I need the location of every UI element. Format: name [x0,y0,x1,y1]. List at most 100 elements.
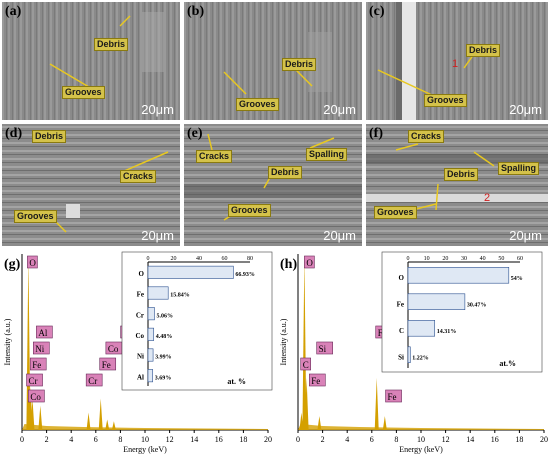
inset-tick-label: 10 [424,256,430,262]
micrograph-f-texture [366,124,548,246]
annotation-spalling: Spalling [498,162,540,175]
annotation-grooves: Grooves [228,204,271,217]
panel-label: (h) [280,257,297,272]
peak-tag-box [385,389,402,403]
x-tick-label: 14 [190,435,198,444]
annotation-cracks: Cracks [196,150,233,163]
annotation-debris: Debris [32,130,67,143]
scale-bar-label: 20μm [141,228,174,243]
peak-tag-label: Fe [388,392,397,402]
inset-bar [147,286,169,300]
inset-tick-label: 50 [498,256,504,262]
inset-value-label: 3.69% [155,375,172,381]
x-tick-label: 20 [540,435,548,444]
annotation-grooves: Grooves [14,210,57,223]
micrograph-e: (e) Cracks Spalling Debris Grooves 20μm [184,124,362,246]
inset-value-label: 5.06% [156,313,173,319]
analysis-spot-2: 2 [484,192,491,204]
inset-category-label: Si [398,354,404,362]
x-tick-label: 6 [370,435,374,444]
peak-tag-label: Co [30,392,41,402]
peak-tag-box [99,357,117,371]
peak-tag-box [32,341,50,355]
annotation-debris: Debris [282,58,317,71]
inset-category-label: Fe [397,301,404,309]
micrograph-e-texture [184,124,362,246]
panel-label: (g) [4,257,21,272]
inset-bar [407,320,436,337]
scale-bar-label: 20μm [509,102,542,117]
peak-tag-label: Fe [311,376,320,386]
spectrum-background [22,424,268,430]
inset-bar [407,266,510,284]
x-tick-label: 6 [94,435,98,444]
inset-tick-label: 40 [196,256,202,262]
inset-tick-label: 60 [222,256,228,262]
x-tick-label: 20 [264,435,272,444]
inset-bar [147,369,154,383]
inset-bar [147,307,155,321]
inset-value-label: 3.99% [155,355,172,361]
peak-tag-box [316,341,333,355]
peak-tag-label: Cr [29,376,38,386]
panel-label: (d) [5,126,23,141]
inset-unit-label: at.% [499,359,516,368]
annotation-grooves: Grooves [236,98,279,111]
inset-tick-label: 0 [407,256,410,262]
x-tick-label: 4 [69,435,73,444]
inset-tick-label: 40 [480,256,486,262]
eds-chart-g: 0 2 4 6 8 10 12 14 16 18 20 Energy (keV) Intensity (… [0,250,274,454]
peak-tag-label: Fe [102,360,111,370]
inset-category-label: Al [137,373,144,381]
inset-category-label: Co [135,332,144,340]
x-tick-label: 0 [296,435,300,444]
peak-tag-box [29,357,47,371]
micrograph-a: (a) Debris Grooves 20μm [2,2,180,120]
x-tick-label: 10 [141,435,149,444]
x-tick-label: 2 [321,435,325,444]
inset-category-label: O [139,270,145,278]
x-tick-label: 16 [215,435,223,444]
annotation-spalling: Spalling [306,148,348,161]
peak-tag-box [300,357,311,371]
spectrum-peak [38,405,43,430]
micrograph-d: (d) Debris Cracks Grooves 20μm [2,124,180,246]
x-tick-label: 16 [491,435,499,444]
micrograph-b: (b) Debris Grooves 20μm [184,2,362,120]
x-tick-label: 4 [345,435,349,444]
inset-bar [147,265,234,279]
peak-tag-box [85,373,103,387]
inset-value-label: 15.84% [170,293,190,299]
spectrum-peak [111,421,116,430]
peak-tag-label: C [303,360,309,370]
spectrum-peak [304,377,309,430]
x-tick-label: 12 [442,435,450,444]
peak-tag-box [304,255,315,269]
x-axis-label: Energy (keV) [399,445,443,454]
annotation-debris: Debris [268,166,303,179]
scale-bar-label: 20μm [141,102,174,117]
peak-tag-box [308,373,326,387]
x-tick-label: 8 [394,435,398,444]
inset-tick-label: 80 [247,256,253,262]
inset-bar [407,346,411,364]
panel-label: (f) [369,126,383,141]
spectrum-peak [98,398,103,430]
spectrum-peak [317,416,322,430]
peak-tag-label: O [306,258,313,268]
annotation-cracks: Cracks [120,170,157,183]
inset-value-label: 1.22% [412,356,429,362]
x-tick-label: 0 [20,435,24,444]
annotation-cracks: Cracks [408,130,445,143]
inset-tick-label: 60 [517,256,523,262]
annotation-debris: Debris [466,44,501,57]
peak-tag-label: Al [38,328,47,338]
spectrum-peak [29,409,34,430]
x-tick-label: 10 [417,435,425,444]
spectrum-peak [105,419,110,430]
micrograph-a-texture [2,2,180,120]
x-tick-label: 14 [466,435,474,444]
panel-label: (b) [187,4,205,19]
inset-tick-label: 0 [147,256,150,262]
spectrum-peak [382,416,387,430]
